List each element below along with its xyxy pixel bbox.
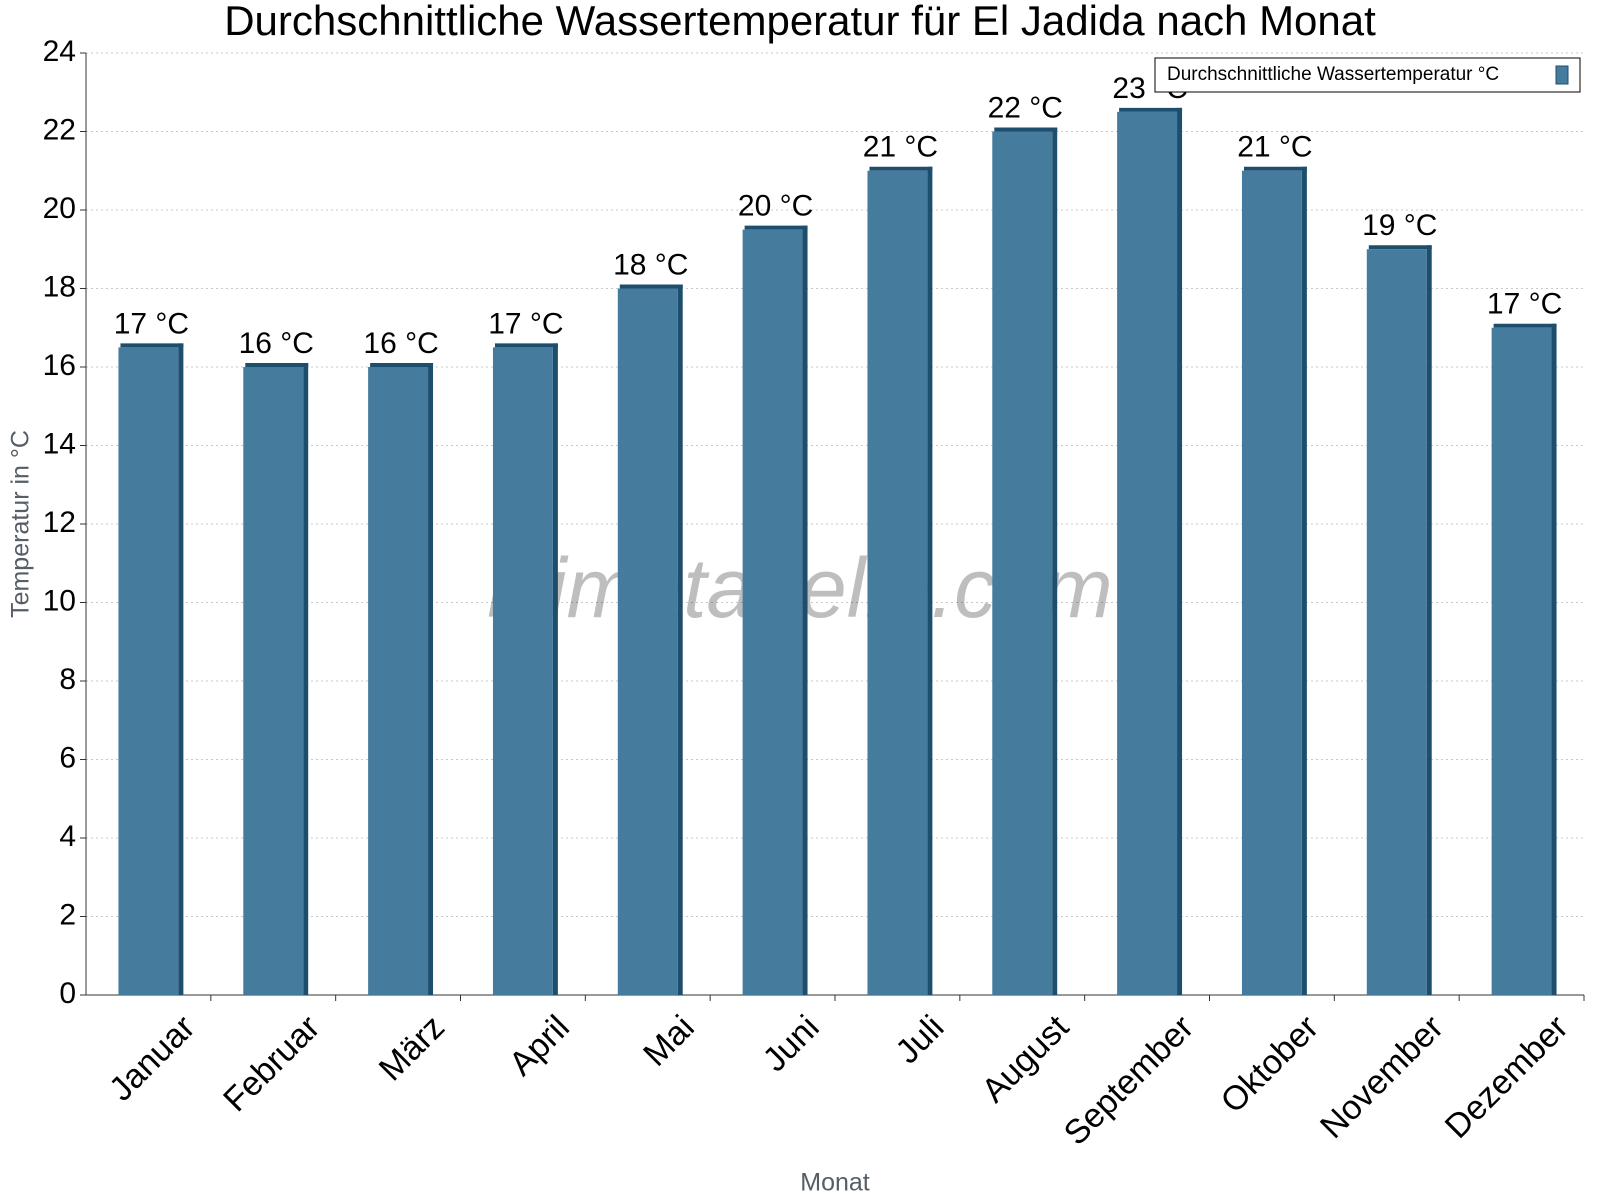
bar [1366,249,1427,995]
bar-side [1426,245,1432,995]
x-tick-label: Dezember [1438,1008,1576,1146]
value-label: 20 °C [738,190,813,223]
x-axis-title: Monat [800,1169,870,1197]
bar [992,131,1053,995]
value-label: 16 °C [239,327,314,360]
bar-top [619,284,683,289]
bar [118,347,179,995]
y-tick-label: 0 [59,977,76,1010]
bar-side [428,363,434,995]
x-tick-label: August [975,1008,1077,1110]
y-tick-label: 14 [43,427,76,460]
value-label: 21 °C [863,131,938,164]
legend-swatch [1555,65,1569,85]
bar-top [1493,323,1557,328]
bar [492,347,553,995]
bar [243,367,304,995]
value-label: 17 °C [488,307,563,340]
legend-label: Durchschnittliche Wassertemperatur °C [1167,64,1499,85]
y-tick-label: 2 [59,898,76,931]
value-label: 17 °C [114,307,189,340]
bar-side [178,343,184,995]
y-tick-label: 20 [43,192,76,225]
bar-side [1301,166,1307,995]
y-axis-title: Temperatur in °C [7,430,35,618]
bar-side [927,166,933,995]
bar-top [1119,107,1183,112]
bar-side [802,225,808,995]
bar-top [245,363,309,367]
bar-side [303,363,309,995]
chart-title: Durchschnittliche Wassertemperatur für E… [224,0,1376,44]
bar [1491,327,1552,995]
bar-top [744,225,808,230]
value-label: 19 °C [1362,209,1437,242]
bar-side [1177,107,1183,995]
bar-top [1368,245,1432,250]
y-tick-label: 12 [43,506,76,539]
x-tick-label: Juli [888,1008,951,1071]
y-tick-label: 4 [59,820,76,853]
y-tick-label: 22 [43,113,76,146]
x-tick-label: März [372,1008,452,1088]
bar [742,229,803,995]
legend-box [1154,57,1581,93]
value-label: 21 °C [1237,131,1312,164]
bar-top [120,343,184,348]
value-label: 18 °C [613,248,688,281]
bar-side [552,343,558,995]
x-tick-label: Mai [636,1008,702,1074]
value-label: 17 °C [1487,288,1562,321]
value-label: 22 °C [988,91,1063,124]
bar [867,170,928,995]
bar-top [494,343,558,348]
x-tick-label: Juni [756,1008,827,1079]
y-tick-label: 24 [43,35,76,68]
y-tick-label: 6 [59,741,76,774]
value-label: 16 °C [363,327,438,360]
bar-top [1243,166,1307,171]
bar-top [869,166,933,171]
bar-top [370,363,434,367]
x-tick-label: Februar [216,1008,327,1119]
x-tick-label: November [1313,1008,1451,1146]
bar [617,288,678,995]
bar-side [1052,127,1058,995]
x-tick-label: April [502,1008,577,1083]
y-tick-label: 16 [43,349,76,382]
bar [1117,111,1178,995]
y-tick-label: 18 [43,270,76,303]
bar-side [1551,323,1557,995]
x-tick-label: Oktober [1214,1008,1326,1120]
bar-side [677,284,683,995]
y-tick-label: 10 [43,584,76,617]
bar [1241,170,1302,995]
bar [368,367,429,995]
x-tick-label: Januar [102,1008,202,1108]
bar-top [994,127,1058,132]
y-tick-label: 8 [59,663,76,696]
x-tick-label: September [1057,1008,1201,1152]
